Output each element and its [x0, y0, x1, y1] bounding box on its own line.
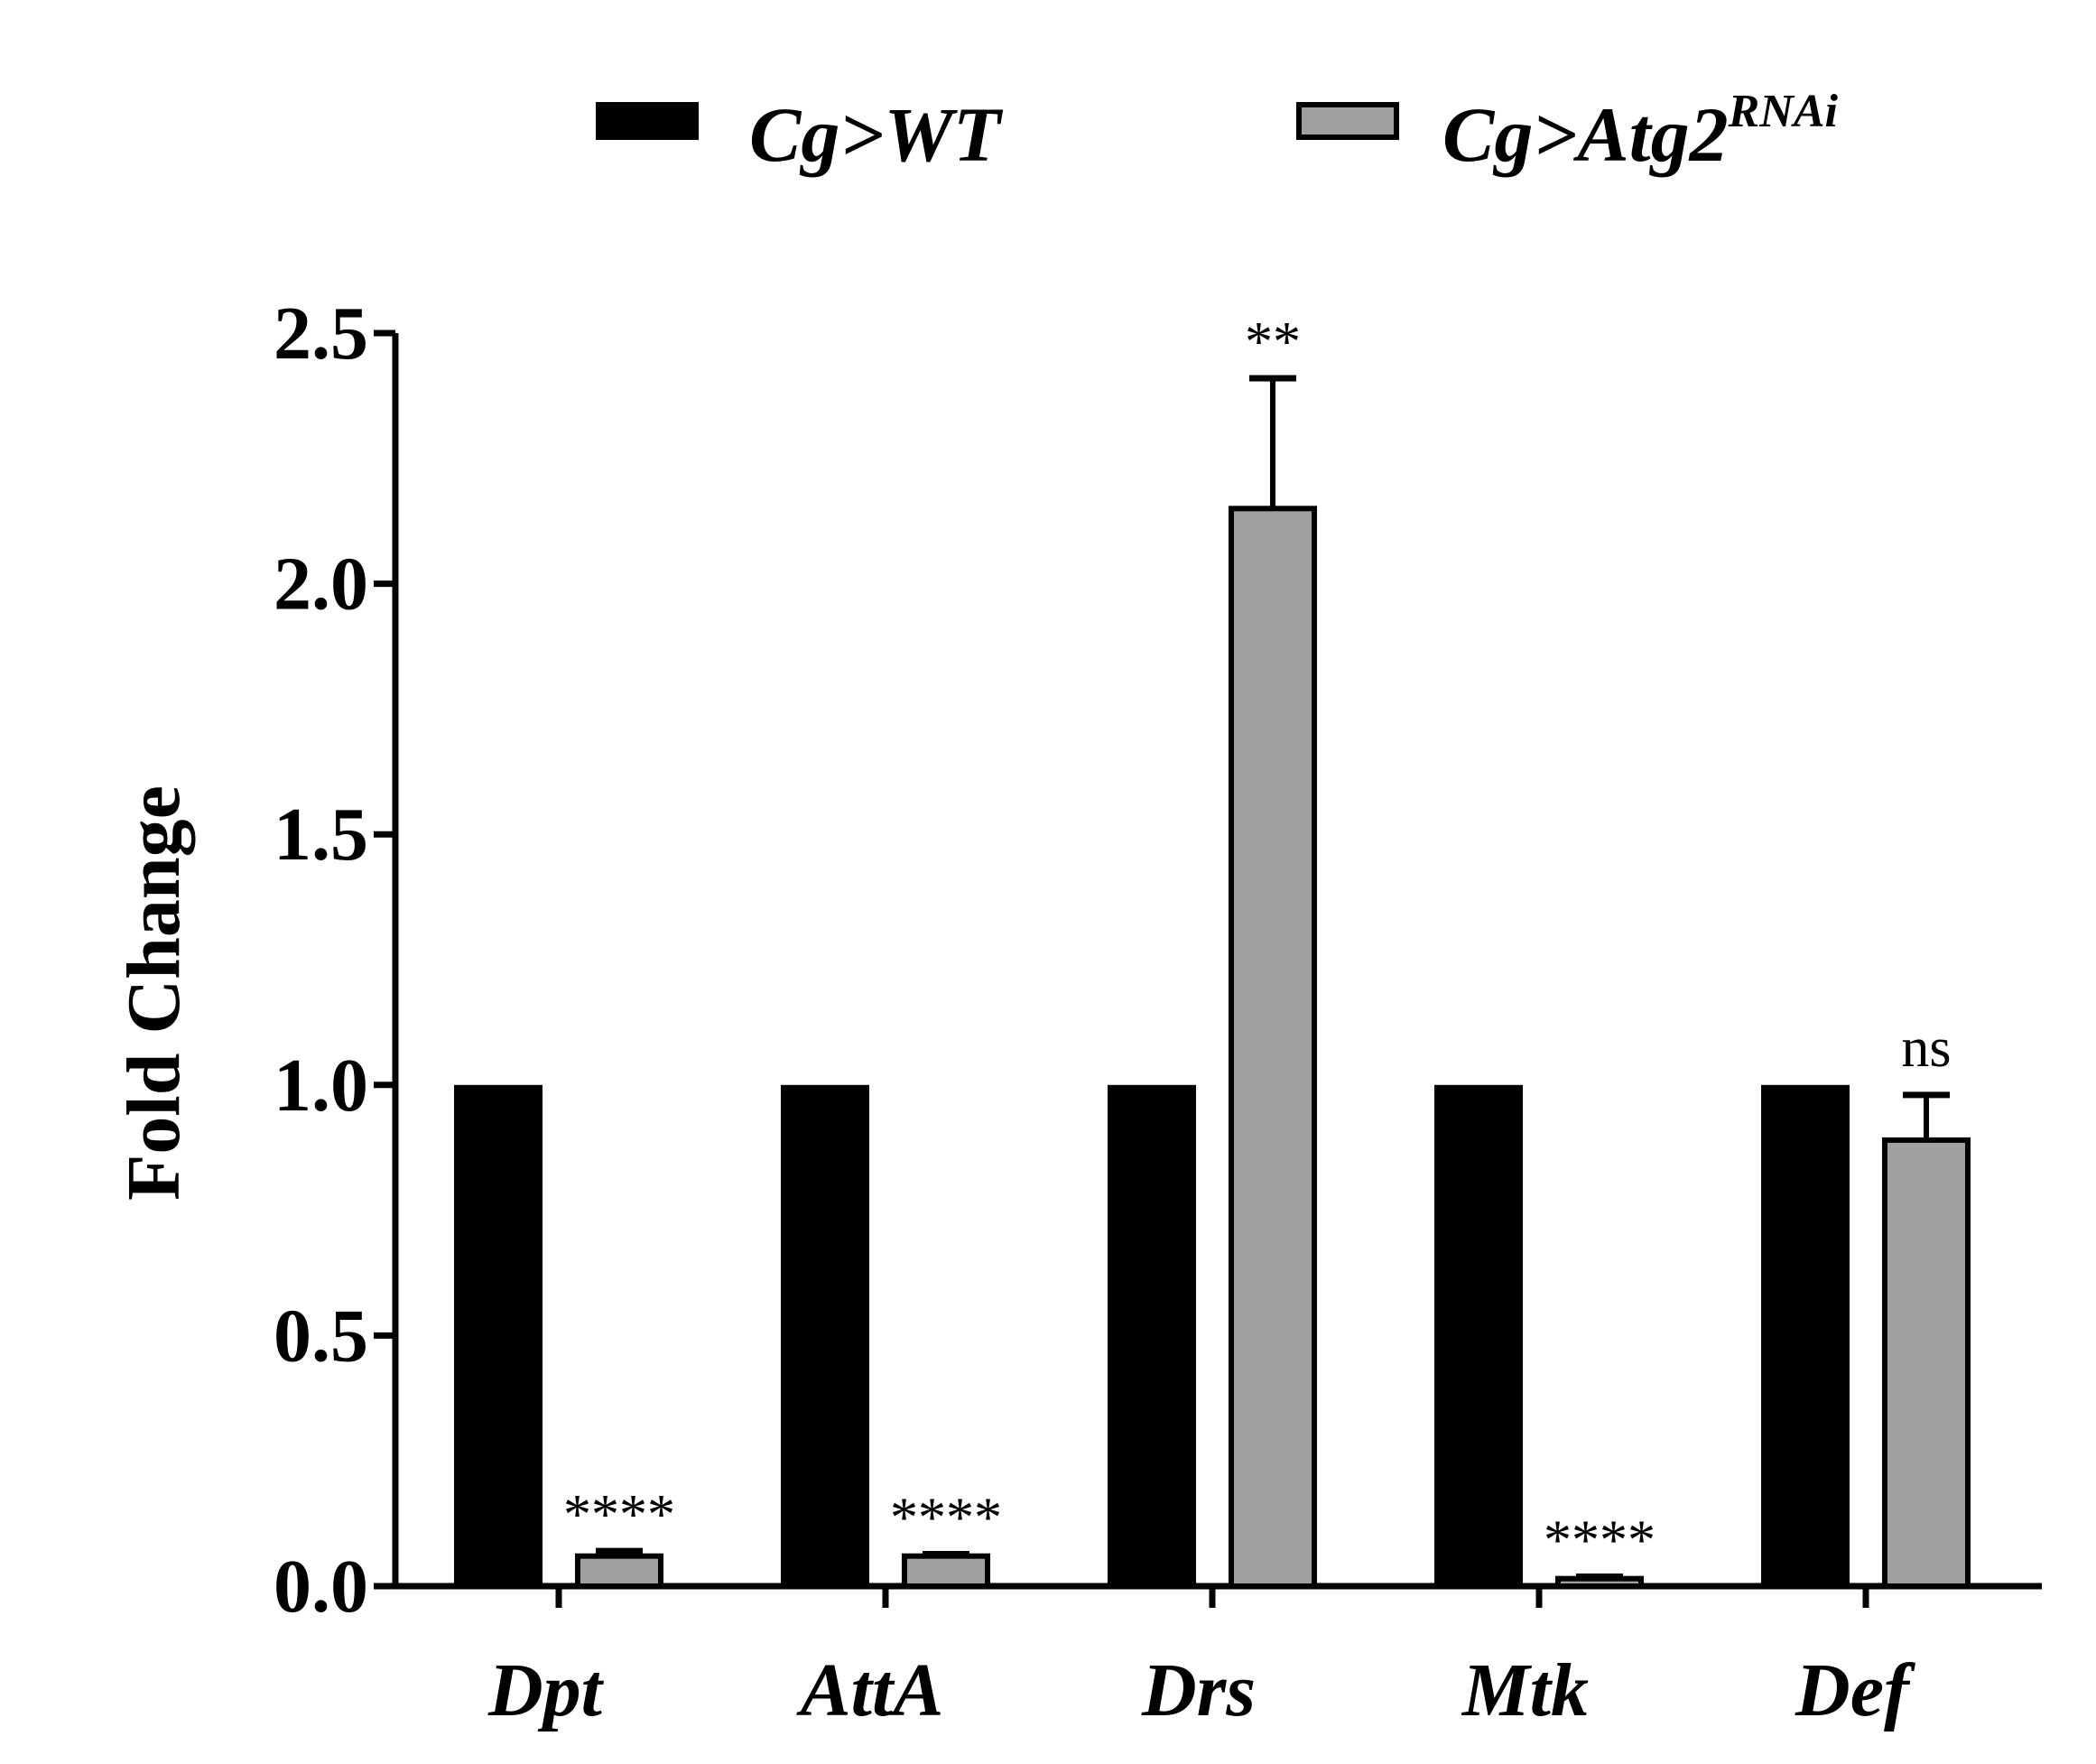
- y-tick-label: 0.0: [274, 1545, 368, 1629]
- bar-Drs-rnai: [1229, 506, 1317, 1590]
- bar-Dpt-wt: [454, 1084, 543, 1586]
- legend-label-0: Cg>WT: [749, 91, 1004, 178]
- bars: [454, 375, 1971, 1590]
- legend-superscript: RNAi: [1728, 86, 1839, 137]
- y-tick-label: 2.0: [274, 543, 368, 627]
- significance-Def: ns: [1901, 1017, 1951, 1079]
- y-tick-label: 1.5: [274, 793, 368, 877]
- y-tick-label: 0.5: [274, 1294, 368, 1378]
- bar-AttA-rnai: [902, 1553, 990, 1589]
- legend-label-1: Cg>Atg2RNAi: [1442, 86, 1839, 178]
- bar-Drs-wt: [1108, 1084, 1196, 1586]
- significance-Drs: **: [1245, 311, 1301, 373]
- x-tick-label-Mtk: Mtk: [1461, 1648, 1589, 1732]
- y-axis-label: Fold Change: [112, 785, 196, 1201]
- x-tick-label-Drs: Drs: [1141, 1648, 1256, 1732]
- labels: **** **********ns: [563, 311, 1952, 1571]
- significance-Mtk: ****: [1544, 1509, 1655, 1571]
- y-tick-label: 2.5: [274, 292, 368, 376]
- significance-AttA: ****: [890, 1487, 1002, 1548]
- bar-Dpt-rnai: [575, 1553, 663, 1589]
- legend: Cg>WT Cg>Atg2RNAi: [596, 86, 1839, 178]
- bar-Mtk-wt: [1434, 1084, 1523, 1586]
- legend-swatch-0: [596, 102, 699, 140]
- significance-Dpt: ****: [563, 1484, 675, 1546]
- x-tick-label-Dpt: Dpt: [487, 1648, 605, 1732]
- y-tick-label: 1.0: [274, 1044, 368, 1128]
- bar-Def-wt: [1761, 1084, 1850, 1586]
- legend-swatch-1: [1296, 102, 1399, 140]
- bar-Def-rnai: [1882, 1137, 1971, 1589]
- x-tick-label-AttA: AttA: [796, 1648, 944, 1732]
- x-tick-label-Def: Def: [1795, 1648, 1915, 1732]
- bar-AttA-wt: [781, 1084, 869, 1586]
- axes: 0.0 0.5 1.0 1.5 2.0 2.5 Fold Change Dpt AttA Drs M…: [112, 292, 2042, 1732]
